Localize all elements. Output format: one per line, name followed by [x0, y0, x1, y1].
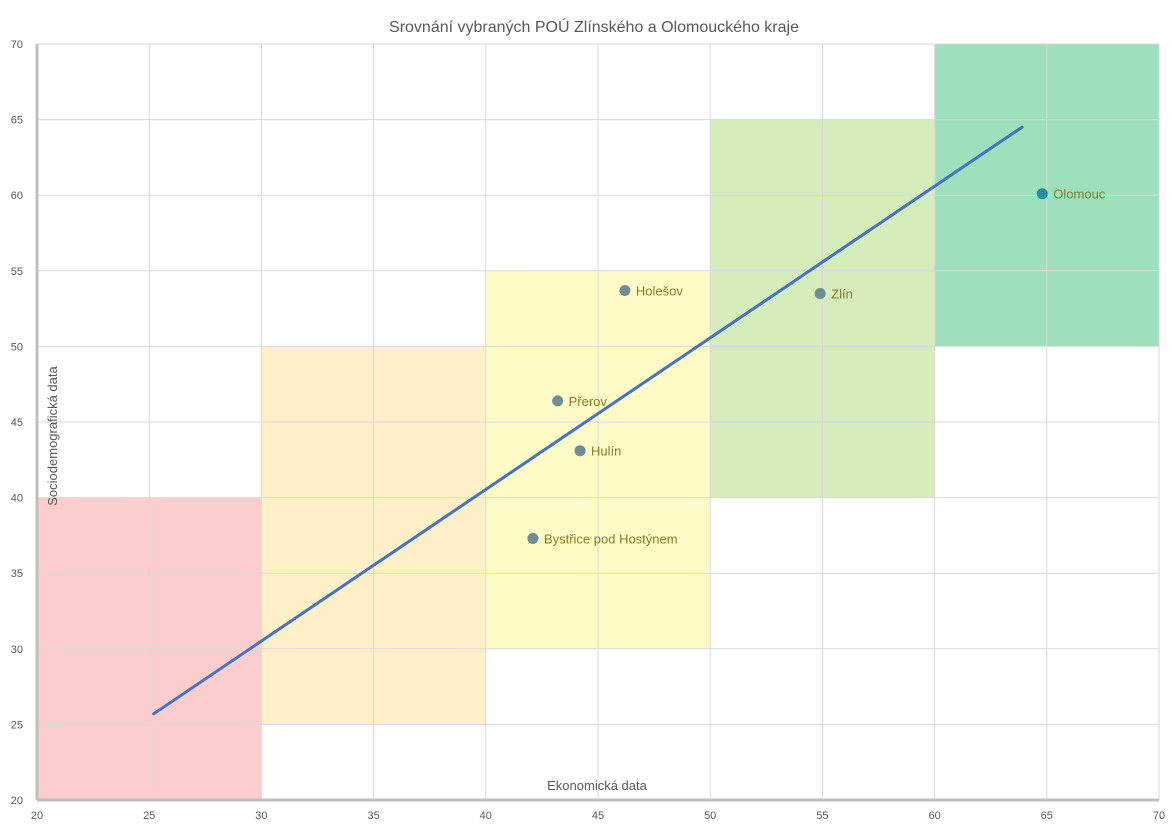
chart-title: Srovnání vybraných POÚ Zlínského a Olomo… [389, 17, 799, 36]
x-tick-label: 70 [1153, 810, 1165, 822]
x-tick-label: 50 [704, 810, 716, 822]
trendline [152, 125, 1024, 716]
x-tick-label: 20 [31, 810, 43, 822]
point-label-bystřice-pod-hostýnem: Bystřice pod Hostýnem [544, 531, 678, 546]
point-label-zlín: Zlín [831, 286, 853, 301]
x-tick-label: 30 [255, 810, 267, 822]
x-tick-label: 55 [816, 810, 828, 822]
x-axis-label: Ekonomická data [547, 778, 647, 793]
x-tick-label: 25 [143, 810, 155, 822]
y-axis-label: Sociodemografická data [45, 366, 60, 506]
y-tick-label: 30 [11, 644, 23, 656]
point-label-hulín: Hulín [591, 444, 621, 459]
y-tick-label: 65 [11, 115, 23, 127]
points-layer: Holešov Zlín Olomouc Přerov Hulín Bystřice po… [527, 187, 1106, 546]
point-label-holešov: Holešov [636, 283, 683, 298]
point-holešov [619, 284, 631, 296]
y-tick-label: 50 [11, 341, 23, 353]
x-tick-label: 60 [928, 810, 940, 822]
x-tick-label: 45 [592, 810, 604, 822]
y-tick-label: 60 [11, 190, 23, 202]
point-label-olomouc: Olomouc [1053, 187, 1106, 202]
y-tick-label: 35 [11, 568, 23, 580]
y-tick-label: 70 [11, 39, 23, 51]
tick-labels: 20 25 30 35 40 45 50 55 60 65 70 20 25 30 35 40 45 50 55 60… [11, 39, 1165, 822]
y-tick-label: 40 [11, 493, 23, 505]
y-tick-label: 55 [11, 266, 23, 278]
y-tick-label: 20 [11, 795, 23, 807]
point-bystřice-pod-hostýnem [527, 532, 539, 544]
y-tick-label: 45 [11, 417, 23, 429]
point-olomouc [1036, 188, 1048, 200]
y-tick-label: 25 [11, 719, 23, 731]
point-zlín [814, 287, 826, 299]
point-přerov [552, 395, 564, 407]
point-label-přerov: Přerov [569, 394, 608, 409]
x-tick-label: 65 [1041, 810, 1053, 822]
axes [35, 44, 1159, 802]
trendline-layer [152, 125, 1024, 716]
x-tick-label: 40 [480, 810, 492, 822]
point-hulín [574, 445, 586, 457]
x-tick-label: 35 [367, 810, 379, 822]
